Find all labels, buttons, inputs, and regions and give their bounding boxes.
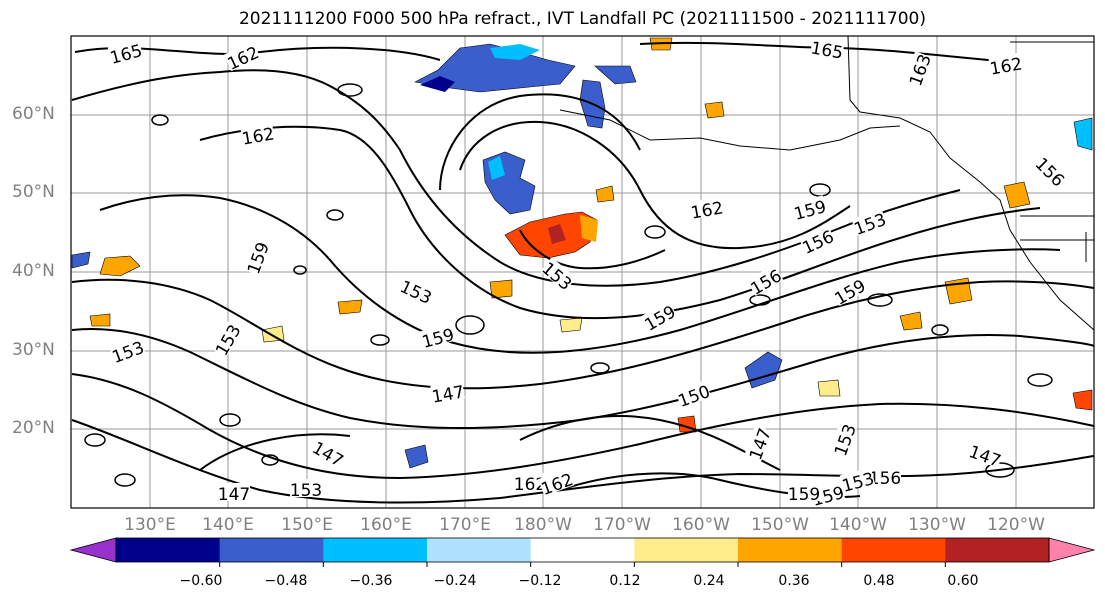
- colorbar-extend-max: [1048, 537, 1096, 563]
- contour-label-bg: [791, 195, 828, 221]
- contour-label-bg: [788, 483, 820, 501]
- contour-label: 162: [514, 475, 546, 495]
- contour-label: 153: [290, 481, 322, 501]
- contour-label-bg: [744, 425, 773, 462]
- contour-label-bg: [839, 467, 876, 493]
- contour-label: 159: [788, 485, 820, 505]
- contour-label-bg: [675, 380, 712, 409]
- lon-label: 150°E: [281, 515, 333, 535]
- contour-label: 147: [218, 485, 250, 505]
- contour-label-bg: [242, 239, 271, 276]
- colorbar-tick-label: 0.60: [947, 573, 979, 589]
- colorbar-outline: [115, 537, 1050, 563]
- contour-label-bg: [540, 257, 577, 292]
- contour-label-bg: [967, 440, 1004, 469]
- colorbar-tick-label: 0.24: [693, 573, 725, 589]
- contour-label-bg: [538, 468, 575, 497]
- contour-label-bg: [988, 52, 1023, 76]
- colorbar-segment: [323, 538, 428, 562]
- contour-label-bg: [851, 208, 888, 237]
- contour-label-bg: [904, 51, 933, 88]
- colorbar-segment: [841, 538, 946, 562]
- contour-label-bg: [109, 336, 146, 365]
- contour-label: 156: [869, 469, 901, 489]
- contour-label-bg: [810, 36, 845, 60]
- lon-label: 140°E: [202, 515, 254, 535]
- colorbar-tick-label: 0.36: [778, 573, 810, 589]
- colorbar-tick-label: −0.36: [349, 573, 393, 589]
- contour-label-bg: [218, 483, 250, 501]
- lat-label-20n: 20°N: [12, 418, 55, 438]
- colorbar-tick-label: −0.24: [433, 573, 477, 589]
- colorbar-extend-min: [69, 537, 117, 563]
- colorbar-segment: [427, 538, 532, 562]
- lat-label-40n: 40°N: [12, 261, 55, 281]
- lon-label: 130°W: [908, 515, 966, 535]
- contour-label-bg: [419, 323, 456, 349]
- contour-label-bg: [746, 264, 784, 297]
- lat-label-60n: 60°N: [12, 104, 55, 124]
- contour-label-bg: [430, 380, 465, 404]
- map-title: 2021111200 F000 500 hPa refract., IVT La…: [238, 9, 926, 29]
- lat-label-30n: 30°N: [12, 340, 55, 360]
- colorbar-tick-label: −0.12: [518, 573, 562, 589]
- colorbar: [69, 537, 1096, 567]
- colorbar-segment: [738, 538, 843, 562]
- colorbar-tick-label: −0.48: [264, 573, 308, 589]
- lon-label: 180°W: [514, 515, 572, 535]
- colorbar-tick-label: 0.12: [609, 573, 641, 589]
- contour-label-bg: [107, 39, 144, 65]
- contour-label-bg: [240, 122, 275, 146]
- contour-lines: [71, 41, 1095, 504]
- colorbar-tick-label: −0.60: [179, 573, 223, 589]
- lon-label: 160°E: [360, 515, 412, 535]
- anomaly-fill: [71, 37, 1093, 469]
- lon-label: 150°W: [751, 515, 809, 535]
- colorbar-segment: [219, 538, 324, 562]
- contour-label-bg: [310, 436, 348, 469]
- contour-label-bg: [398, 275, 436, 306]
- contour-label-bg: [1033, 152, 1070, 189]
- lon-label: 140°W: [829, 515, 887, 535]
- contour-label-bg: [223, 41, 261, 72]
- colorbar-segment: [530, 538, 635, 562]
- lon-label: 120°W: [987, 515, 1045, 535]
- colorbar-segment: [634, 538, 739, 562]
- lon-label: 130°E: [124, 515, 176, 535]
- contour-label-bg: [290, 479, 322, 497]
- contour-label-bg: [640, 300, 678, 333]
- map-border: [70, 35, 1095, 509]
- contour-label-bg: [798, 225, 836, 256]
- contour-label-bg: [830, 274, 868, 307]
- contour-label-bg: [514, 473, 546, 491]
- contour-label-bg: [869, 467, 901, 485]
- contour-label-bg: [829, 421, 858, 458]
- lon-label: 160°W: [672, 515, 730, 535]
- colorbar-tick-label: 0.48: [863, 573, 895, 589]
- contour-label-bg: [689, 196, 724, 220]
- colorbar-segment: [116, 538, 221, 562]
- lon-label: 170°E: [439, 515, 491, 535]
- lon-label: 170°W: [593, 515, 651, 535]
- lat-label-50n: 50°N: [12, 182, 55, 202]
- colorbar-segment: [945, 538, 1050, 562]
- contour-label-bg: [210, 320, 243, 358]
